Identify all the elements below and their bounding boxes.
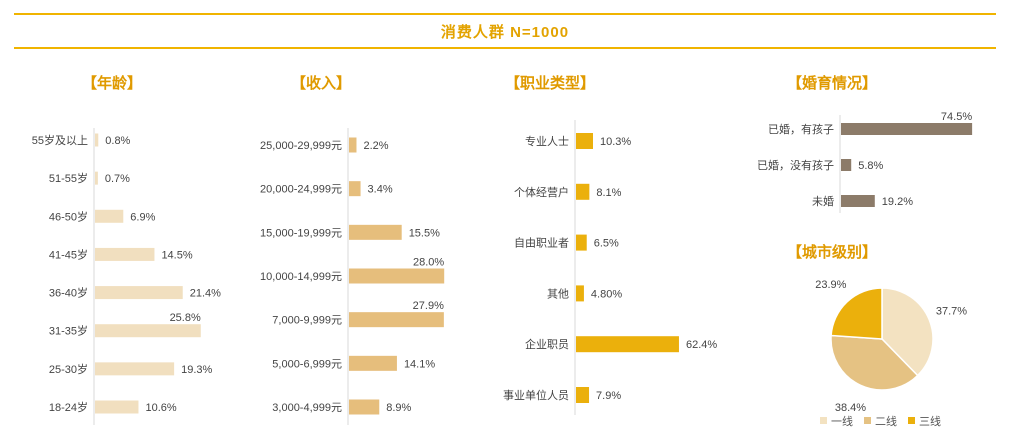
value-label: 7.9% (596, 390, 621, 402)
bar (841, 195, 875, 207)
bar (841, 159, 852, 171)
value-label: 3.4% (368, 184, 393, 196)
value-label: 8.1% (596, 187, 621, 199)
value-label: 14.1% (404, 358, 435, 370)
value-label: 0.8% (105, 135, 130, 147)
value-label: 2.2% (363, 140, 388, 152)
pie-value-label: 38.4% (835, 402, 866, 414)
bar (576, 336, 679, 353)
bar (95, 362, 175, 376)
bar (349, 137, 357, 153)
category-label: 36-40岁 (49, 286, 88, 300)
header-banner: 消费人群 N=1000 (14, 13, 996, 49)
bar (95, 209, 124, 223)
value-label: 4.80% (591, 288, 622, 300)
category-label: 已婚，没有孩子 (757, 158, 834, 172)
bar (576, 285, 584, 302)
pie-slice (830, 334, 919, 391)
bar (349, 224, 402, 240)
value-label: 62.4% (686, 339, 717, 351)
legend-label: 二线 (875, 414, 897, 428)
bar (349, 312, 444, 328)
value-label: 28.0% (413, 257, 444, 269)
category-label: 其他 (547, 287, 569, 300)
value-label: 6.5% (594, 238, 619, 250)
value-label: 8.9% (386, 402, 411, 414)
bar (576, 387, 590, 403)
bar (95, 400, 139, 414)
category-label: 5,000-6,999元 (272, 358, 342, 370)
value-label: 15.5% (409, 227, 440, 239)
bar (576, 234, 587, 251)
category-label: 7,000-9,999元 (272, 315, 342, 327)
category-label: 31-35岁 (49, 324, 88, 338)
page-title: 消费人群 N=1000 (440, 23, 570, 41)
value-label: 21.4% (190, 288, 221, 300)
category-label: 51-55岁 (49, 171, 88, 185)
legend-swatch (908, 417, 915, 424)
category-label: 18-24岁 (49, 400, 88, 414)
category-label: 15,000-19,999元 (260, 227, 342, 239)
bar (95, 247, 155, 261)
panel-title-0: 【年龄】 (82, 74, 142, 92)
category-label: 10,000-14,999元 (260, 271, 342, 283)
bar (576, 183, 590, 200)
pie-value-label: 37.7% (936, 306, 967, 318)
legend-swatch (864, 417, 871, 424)
value-label: 5.8% (858, 160, 883, 172)
value-label: 27.9% (413, 300, 444, 312)
category-label: 已婚，有孩子 (768, 122, 834, 136)
category-label: 25,000-29,999元 (260, 140, 342, 152)
bar (95, 171, 98, 185)
bar (349, 181, 361, 197)
value-label: 74.5% (941, 111, 972, 123)
value-label: 19.2% (882, 196, 913, 208)
bar (95, 133, 99, 147)
category-label: 3,000-4,999元 (272, 402, 342, 414)
pie-value-label: 23.9% (815, 279, 846, 291)
bar (841, 123, 973, 135)
category-label: 55岁及以上 (32, 133, 88, 147)
value-label: 19.3% (181, 364, 212, 376)
category-label: 专业人士 (525, 134, 569, 148)
pie-slice (881, 287, 934, 377)
panel-title-4: 【城市级别】 (787, 243, 877, 261)
bar (349, 268, 445, 284)
value-label: 25.8% (170, 312, 201, 324)
legend-label: 一线 (831, 414, 853, 428)
bar (349, 399, 380, 415)
value-label: 10.3% (600, 136, 631, 148)
panel-title-1: 【收入】 (291, 74, 351, 92)
value-label: 10.6% (145, 402, 176, 414)
bar (95, 324, 201, 338)
value-label: 0.7% (105, 173, 130, 185)
legend-label: 三线 (919, 414, 941, 428)
bar (95, 286, 183, 300)
category-label: 41-45岁 (49, 247, 88, 261)
pie-slice (830, 287, 883, 340)
category-label: 25-30岁 (49, 362, 88, 376)
category-label: 企业职员 (525, 337, 569, 351)
bar (349, 355, 397, 371)
category-label: 46-50岁 (49, 209, 88, 223)
panel-title-2: 【职业类型】 (505, 74, 595, 92)
category-label: 个体经营户 (514, 185, 569, 199)
legend-swatch (820, 417, 827, 424)
value-label: 6.9% (130, 211, 155, 223)
category-label: 20,000-24,999元 (260, 184, 342, 196)
category-label: 自由职业者 (514, 236, 569, 250)
bar (576, 133, 593, 149)
value-label: 14.5% (161, 249, 192, 261)
panel-title-3: 【婚育情况】 (787, 74, 877, 92)
category-label: 未婚 (812, 194, 834, 208)
category-label: 事业单位人员 (503, 388, 569, 402)
